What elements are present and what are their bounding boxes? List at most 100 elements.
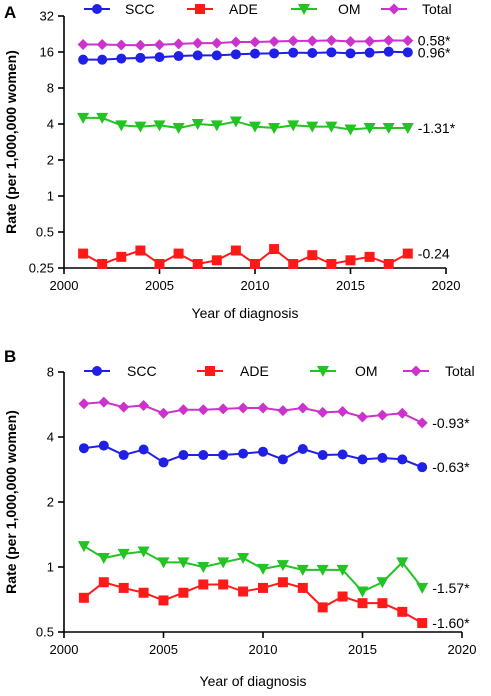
data-point [277, 454, 288, 465]
data-point [287, 120, 300, 132]
y-tick-label: 0.5 [36, 625, 54, 640]
legend-marker [92, 4, 102, 14]
data-point [297, 443, 308, 454]
data-point [97, 259, 108, 270]
data-point [98, 396, 110, 408]
data-point [192, 37, 204, 49]
x-tick-label: 2020 [432, 278, 461, 293]
legend-label: OM [355, 363, 378, 379]
data-point [288, 259, 299, 270]
data-point [337, 449, 348, 460]
data-point [96, 38, 108, 50]
data-point [268, 35, 280, 47]
data-point [416, 417, 428, 429]
x-tick-label: 2000 [50, 642, 79, 657]
data-point [416, 582, 429, 594]
data-point [118, 450, 129, 461]
data-point [376, 577, 389, 589]
trend-annotation: -0.63* [432, 459, 470, 475]
data-point [356, 586, 369, 598]
data-point [337, 591, 348, 602]
panel-letter: A [4, 3, 16, 22]
data-point [192, 50, 203, 61]
data-point [237, 402, 249, 414]
data-point [217, 403, 229, 415]
legend-marker [205, 366, 215, 376]
data-point [134, 39, 146, 51]
data-point [357, 411, 368, 423]
data-point [210, 120, 223, 132]
data-point [173, 51, 184, 62]
series-ade: -0.24 ADE [78, 1, 450, 270]
data-point [211, 50, 222, 61]
data-point [402, 35, 414, 47]
series-line [83, 39, 408, 47]
x-tick-label: 2010 [241, 278, 270, 293]
series-scc: 0.96* SCC [78, 1, 451, 65]
data-point [402, 47, 413, 58]
data-point [230, 245, 241, 256]
data-point [77, 541, 90, 553]
trend-annotation: 0.96* [418, 44, 451, 60]
legend-marker [388, 3, 400, 15]
data-point [382, 123, 395, 135]
data-point [269, 48, 280, 59]
data-point [257, 563, 269, 575]
data-point [396, 407, 408, 419]
chart-panel-a: A 0.25 0.5 1 2 4 8 16 32 2000 2005 2010 2015 2020 Year… [3, 1, 460, 321]
data-point [134, 121, 147, 133]
data-point [297, 582, 308, 593]
y-tick-label: 0.25 [29, 261, 54, 276]
data-point [363, 123, 376, 135]
data-point [198, 450, 209, 461]
data-point [297, 402, 309, 414]
data-point [383, 34, 395, 46]
data-point [250, 48, 260, 59]
data-point [118, 582, 129, 593]
series-line [82, 247, 409, 266]
data-point [307, 47, 318, 58]
data-point [197, 562, 210, 573]
data-point [288, 47, 299, 58]
x-tick-label: 2015 [336, 278, 365, 293]
series-line [83, 444, 423, 469]
y-tick-label: 4 [47, 117, 54, 132]
data-point [177, 404, 189, 416]
data-point [230, 49, 241, 60]
legend-marker [92, 366, 102, 376]
data-point [218, 450, 229, 461]
legend-marker [317, 366, 329, 377]
data-point [325, 34, 337, 46]
series-om: -1.31* OM [77, 1, 456, 136]
data-point [258, 582, 268, 593]
data-point [401, 123, 414, 135]
trend-annotation: -1.31* [418, 120, 456, 136]
series-line [83, 50, 408, 61]
data-point [249, 121, 261, 133]
trend-annotation: 0.58* [418, 33, 451, 49]
data-point [211, 255, 222, 266]
series-total: 0.58* Total [77, 1, 452, 51]
y-tick-label: 1 [47, 189, 54, 204]
legend-label: OM [338, 1, 361, 17]
x-tick-label: 2005 [145, 278, 174, 293]
data-point [402, 248, 413, 259]
series-line [83, 116, 408, 131]
data-point [137, 546, 150, 558]
data-point [197, 404, 209, 416]
data-point [364, 251, 375, 262]
data-point [277, 577, 288, 588]
data-point [383, 46, 394, 57]
data-point [238, 448, 249, 459]
data-point [237, 553, 250, 565]
data-point [258, 446, 268, 457]
data-point [116, 251, 127, 262]
data-point [157, 557, 170, 569]
y-tick-label: 4 [47, 430, 54, 445]
data-point [376, 409, 388, 421]
data-point [417, 462, 428, 473]
data-point [138, 399, 150, 411]
y-tick-label: 8 [47, 365, 54, 380]
data-point [211, 37, 223, 49]
